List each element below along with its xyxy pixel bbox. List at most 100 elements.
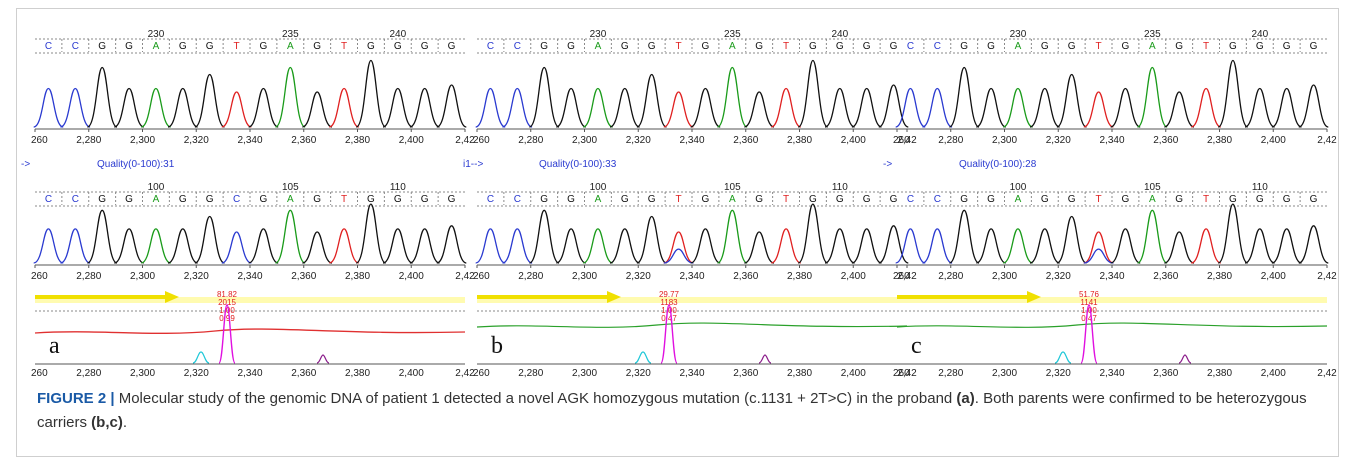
row1-trace-peak bbox=[1191, 87, 1222, 128]
row1-trace-peak bbox=[556, 87, 587, 128]
row2-axis-tick-label: 2,360 bbox=[733, 271, 758, 282]
noise-peak bbox=[758, 354, 772, 364]
row3-axis-tick-label: 2,320 bbox=[626, 368, 651, 379]
row1-trace-peak bbox=[329, 87, 360, 128]
row1-base-letter: A bbox=[1149, 41, 1156, 52]
row1-trace-peak bbox=[948, 66, 980, 128]
row2-axis-tick-label: 2,340 bbox=[1099, 271, 1124, 282]
row1-base-letter: G bbox=[1256, 41, 1264, 52]
row2-base-letter: G bbox=[179, 194, 187, 205]
row2-base-letter: G bbox=[836, 194, 844, 205]
row1-position-label: 235 bbox=[724, 29, 741, 40]
row1-axis-tick-label: 2,280 bbox=[938, 135, 963, 146]
row1-axis-tick-label: 2,340 bbox=[679, 135, 704, 146]
row1-trace-peak bbox=[1110, 87, 1141, 128]
row1-axis-tick-label: 2,360 bbox=[1153, 135, 1178, 146]
row2-trace-peak bbox=[717, 209, 748, 264]
row2-trace-peak bbox=[1110, 228, 1141, 264]
row1-base-letter: A bbox=[729, 41, 736, 52]
row2-axis-tick-label: 2,42 bbox=[455, 271, 475, 282]
row1-base-letter: C bbox=[45, 41, 52, 52]
row2-axis-tick-label: 2,280 bbox=[76, 271, 101, 282]
row2-base-letter: G bbox=[890, 194, 898, 205]
row1-base-letter: C bbox=[514, 41, 521, 52]
row1-trace-peak bbox=[167, 87, 198, 128]
row3-axis-tick-label: 2,300 bbox=[130, 368, 155, 379]
row1-base-letter: C bbox=[934, 41, 941, 52]
row1-trace-peak bbox=[382, 87, 413, 128]
row1-trace-peak bbox=[1217, 59, 1249, 128]
row2-base-letter: G bbox=[987, 194, 995, 205]
row1-trace-peak bbox=[636, 73, 667, 128]
row2-base-letter: A bbox=[729, 194, 736, 205]
row1-base-letter: G bbox=[448, 41, 456, 52]
row1-base-letter: T bbox=[676, 41, 682, 52]
row1-base-letter: G bbox=[1122, 41, 1130, 52]
row2-base-letter: G bbox=[1229, 194, 1237, 205]
row3-axis-tick-label: 2,340 bbox=[237, 368, 262, 379]
row2-base-letter: A bbox=[287, 194, 294, 205]
row2-trace-peak bbox=[797, 203, 829, 264]
row2-base-letter: T bbox=[1203, 194, 1209, 205]
baseline-trace bbox=[34, 328, 466, 334]
row2-trace-peak bbox=[1137, 209, 1168, 264]
row1-base-letter: T bbox=[341, 41, 347, 52]
row3-axis-tick-label: 2,380 bbox=[787, 368, 812, 379]
caption-figure-label: FIGURE 2 | bbox=[37, 390, 115, 407]
row1-base-letter: G bbox=[836, 41, 844, 52]
row1-axis-tick-label: 2,320 bbox=[626, 135, 651, 146]
quality-stat-value: 2015 bbox=[218, 298, 236, 307]
row1-base-letter: G bbox=[421, 41, 429, 52]
row2-position-label: 110 bbox=[1252, 182, 1268, 193]
selection-arrow-head bbox=[165, 291, 179, 303]
row1-axis-tick-label: 2,300 bbox=[572, 135, 597, 146]
row2-trace-peak bbox=[275, 209, 306, 264]
row2-base-letter: G bbox=[260, 194, 268, 205]
quality-label: Quality(0-100):28 bbox=[959, 159, 1037, 170]
row2-trace-peak bbox=[851, 228, 882, 264]
row2-base-letter: G bbox=[567, 194, 575, 205]
row2-base-letter: G bbox=[125, 194, 133, 205]
row3-axis-tick-label: 260 bbox=[893, 368, 910, 379]
row1-trace-peak bbox=[878, 84, 909, 128]
row1-axis-tick-label: 2,400 bbox=[841, 135, 866, 146]
row2-trace-peak bbox=[1164, 231, 1195, 264]
row2-base-letter: C bbox=[45, 194, 52, 205]
row3-axis-tick-label: 2,300 bbox=[572, 368, 597, 379]
selection-band bbox=[35, 297, 465, 303]
row2-base-letter: G bbox=[1068, 194, 1076, 205]
noise-peak bbox=[634, 351, 652, 364]
row2-base-letter: A bbox=[1149, 194, 1156, 205]
row3-axis-tick-label: 2,340 bbox=[679, 368, 704, 379]
row1-trace-peak bbox=[744, 91, 775, 128]
quality-stat-value: 1.00 bbox=[1081, 306, 1097, 315]
row1-base-letter: G bbox=[394, 41, 402, 52]
row2-trace-peak bbox=[976, 228, 1007, 264]
row1-base-letter: G bbox=[1041, 41, 1049, 52]
row2-trace-peak bbox=[1298, 225, 1329, 264]
row1-axis-tick-label: 2,280 bbox=[518, 135, 543, 146]
row2-base-letter: G bbox=[621, 194, 629, 205]
caption-text-1: Molecular study of the genomic DNA of pa… bbox=[114, 390, 957, 407]
row1-trace-peak bbox=[716, 66, 748, 128]
selection-band bbox=[477, 297, 907, 303]
row2-axis-tick-label: 2,400 bbox=[399, 271, 424, 282]
row1-axis-tick-label: 2,360 bbox=[733, 135, 758, 146]
row1-trace-peak bbox=[1056, 73, 1087, 128]
row2-base-letter: G bbox=[98, 194, 106, 205]
row1-base-letter: G bbox=[1229, 41, 1237, 52]
row2-base-letter: G bbox=[206, 194, 214, 205]
row2-trace-peak bbox=[194, 215, 225, 264]
row1-base-letter: G bbox=[960, 41, 968, 52]
row1-base-letter: G bbox=[98, 41, 106, 52]
row2-axis-tick-label: 2,320 bbox=[184, 271, 209, 282]
row2-base-letter: G bbox=[863, 194, 871, 205]
row2-trace-peak bbox=[302, 231, 333, 264]
row2-axis-tick-label: 2,320 bbox=[1046, 271, 1071, 282]
row2-base-letter: G bbox=[1175, 194, 1183, 205]
row2-base-letter: T bbox=[783, 194, 789, 205]
row2-position-label: 105 bbox=[282, 182, 299, 193]
row1-axis-tick-label: 2,380 bbox=[1207, 135, 1232, 146]
panel-label: b bbox=[491, 333, 503, 359]
